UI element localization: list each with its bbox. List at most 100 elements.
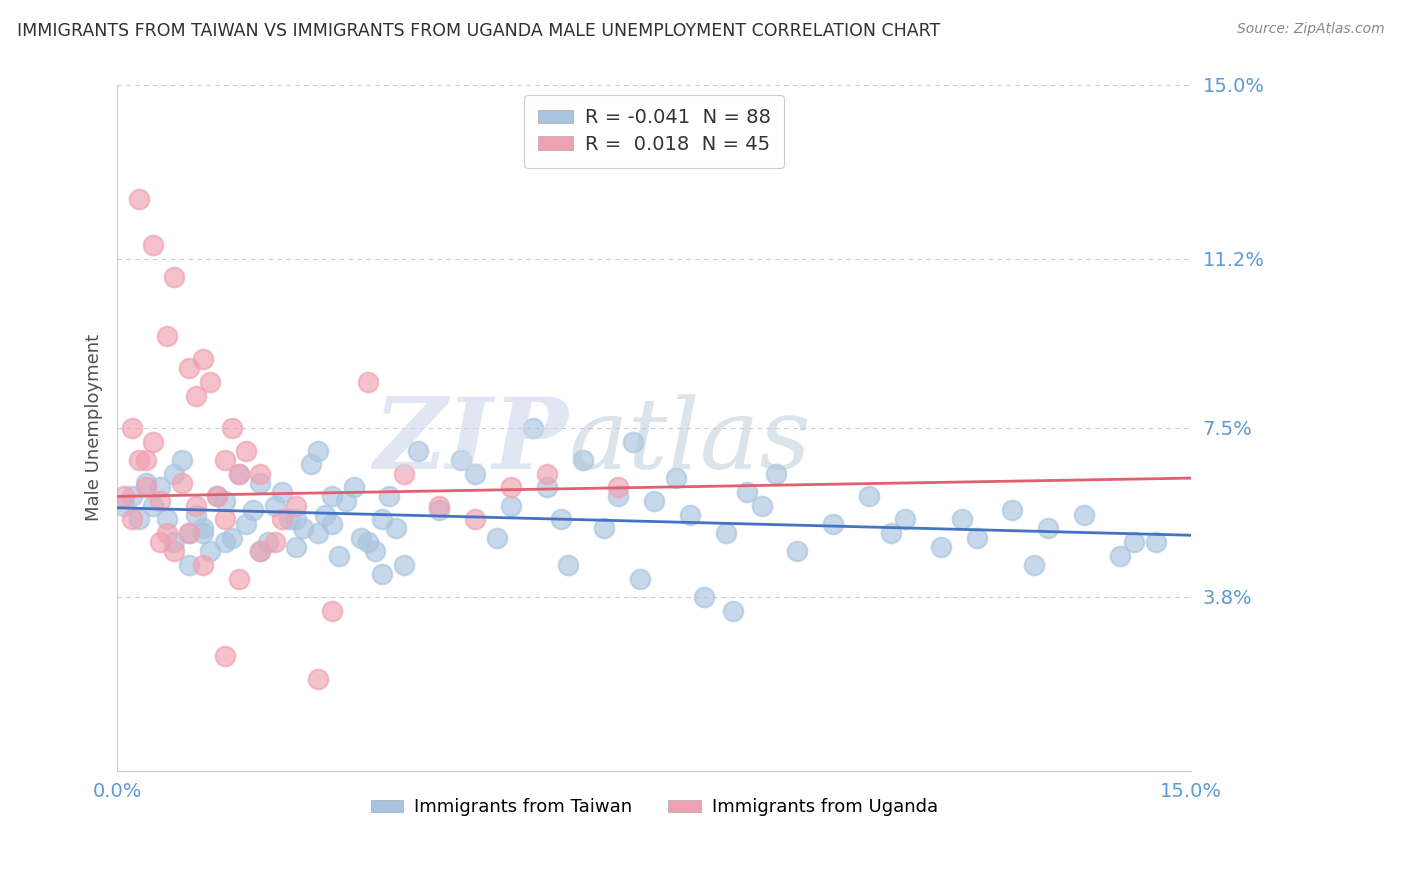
Point — [607, 480, 630, 494]
Point — [249, 467, 271, 481]
Point — [112, 489, 135, 503]
Point — [350, 531, 373, 545]
Point — [170, 452, 193, 467]
Point — [328, 549, 350, 563]
Point — [765, 467, 787, 481]
Point — [406, 443, 429, 458]
Point — [392, 467, 415, 481]
Point — [858, 489, 880, 503]
Point — [285, 499, 308, 513]
Point — [163, 544, 186, 558]
Point — [177, 558, 200, 572]
Point — [693, 590, 716, 604]
Point — [823, 516, 845, 531]
Point — [536, 480, 558, 494]
Point — [270, 512, 292, 526]
Point — [221, 421, 243, 435]
Point — [214, 452, 236, 467]
Point — [235, 443, 257, 458]
Point — [307, 673, 329, 687]
Point — [156, 525, 179, 540]
Point — [357, 535, 380, 549]
Point — [128, 192, 150, 206]
Point — [184, 499, 207, 513]
Text: atlas: atlas — [568, 394, 811, 489]
Point — [450, 452, 472, 467]
Point — [357, 375, 380, 389]
Point — [392, 558, 415, 572]
Point — [1144, 535, 1167, 549]
Point — [950, 512, 973, 526]
Point — [550, 512, 572, 526]
Point — [163, 467, 186, 481]
Point — [628, 572, 651, 586]
Point — [242, 503, 264, 517]
Point — [121, 421, 143, 435]
Point — [163, 535, 186, 549]
Point — [142, 238, 165, 252]
Point — [249, 544, 271, 558]
Point — [228, 467, 250, 481]
Point — [966, 531, 988, 545]
Point — [149, 494, 172, 508]
Point — [207, 489, 229, 503]
Point — [879, 525, 901, 540]
Point — [299, 458, 322, 472]
Point — [270, 484, 292, 499]
Point — [342, 480, 364, 494]
Point — [1022, 558, 1045, 572]
Point — [207, 489, 229, 503]
Point — [643, 494, 665, 508]
Point — [200, 544, 222, 558]
Point — [786, 544, 808, 558]
Point — [214, 649, 236, 664]
Point — [929, 540, 952, 554]
Point — [228, 572, 250, 586]
Text: IMMIGRANTS FROM TAIWAN VS IMMIGRANTS FROM UGANDA MALE UNEMPLOYMENT CORRELATION C: IMMIGRANTS FROM TAIWAN VS IMMIGRANTS FRO… — [17, 22, 941, 40]
Point — [314, 508, 336, 522]
Point — [1001, 503, 1024, 517]
Point — [128, 512, 150, 526]
Point — [321, 604, 343, 618]
Point — [191, 521, 214, 535]
Point — [557, 558, 579, 572]
Point — [751, 499, 773, 513]
Point — [737, 484, 759, 499]
Point — [429, 499, 451, 513]
Point — [191, 558, 214, 572]
Point — [894, 512, 917, 526]
Point — [191, 525, 214, 540]
Point — [142, 499, 165, 513]
Point — [170, 475, 193, 490]
Point — [536, 467, 558, 481]
Point — [256, 535, 278, 549]
Point — [522, 421, 544, 435]
Point — [371, 567, 394, 582]
Point — [135, 475, 157, 490]
Point — [285, 512, 308, 526]
Text: ZIP: ZIP — [374, 393, 568, 490]
Point — [249, 475, 271, 490]
Point — [184, 508, 207, 522]
Point — [378, 489, 401, 503]
Point — [1073, 508, 1095, 522]
Point — [335, 494, 357, 508]
Point — [371, 512, 394, 526]
Point — [177, 525, 200, 540]
Point — [429, 503, 451, 517]
Point — [607, 489, 630, 503]
Point — [156, 329, 179, 343]
Point — [464, 512, 486, 526]
Point — [249, 544, 271, 558]
Point — [285, 540, 308, 554]
Point — [263, 535, 285, 549]
Point — [263, 499, 285, 513]
Point — [121, 489, 143, 503]
Point — [112, 499, 135, 513]
Point — [128, 452, 150, 467]
Point — [571, 452, 593, 467]
Point — [177, 525, 200, 540]
Point — [364, 544, 387, 558]
Point — [714, 525, 737, 540]
Point — [1123, 535, 1146, 549]
